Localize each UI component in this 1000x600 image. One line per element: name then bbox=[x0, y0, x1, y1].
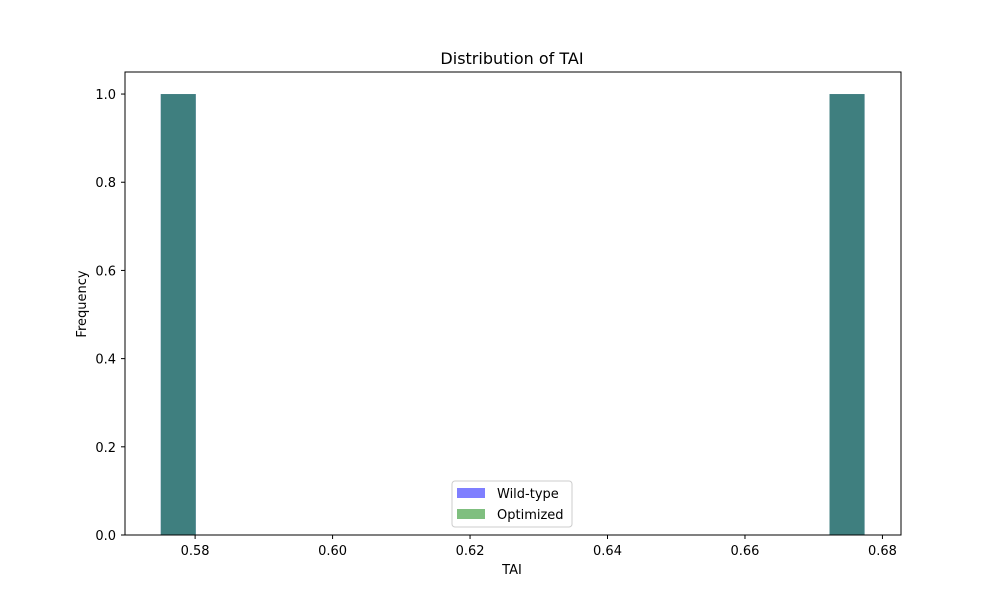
x-axis-label: TAI bbox=[501, 563, 522, 578]
bar-optimized-0 bbox=[160, 94, 196, 536]
bars-layer bbox=[160, 94, 865, 536]
axes-frame bbox=[124, 71, 902, 536]
y-axis-ticks: 0.0 0.2 0.4 0.6 0.8 1.0 bbox=[95, 88, 125, 544]
legend-label-optimized: Optimized bbox=[497, 508, 564, 523]
x-tick-label: 0.64 bbox=[593, 544, 622, 559]
x-tick-label: 0.68 bbox=[868, 544, 897, 559]
y-tick-label: 0.8 bbox=[95, 176, 116, 191]
legend-label-wild-type: Wild-type bbox=[497, 487, 559, 502]
x-tick-label: 0.66 bbox=[730, 544, 759, 559]
y-axis-label: Frequency bbox=[75, 270, 90, 337]
x-tick-label: 0.60 bbox=[318, 544, 347, 559]
legend-swatch-wild-type bbox=[457, 488, 485, 498]
y-tick-label: 1.0 bbox=[95, 88, 116, 103]
y-tick-label: 0.4 bbox=[95, 353, 116, 368]
x-tick-label: 0.58 bbox=[181, 544, 210, 559]
y-tick-label: 0.0 bbox=[95, 529, 116, 544]
bar-optimized-1 bbox=[829, 94, 865, 536]
y-tick-label: 0.6 bbox=[95, 264, 116, 279]
x-tick-label: 0.62 bbox=[456, 544, 485, 559]
chart-title: Distribution of TAI bbox=[440, 49, 583, 68]
legend: Wild-type Optimized bbox=[451, 480, 573, 528]
x-axis-ticks: 0.58 0.60 0.62 0.64 0.66 0.68 bbox=[181, 535, 897, 559]
legend-swatch-optimized bbox=[457, 509, 485, 519]
y-tick-label: 0.2 bbox=[95, 441, 116, 456]
